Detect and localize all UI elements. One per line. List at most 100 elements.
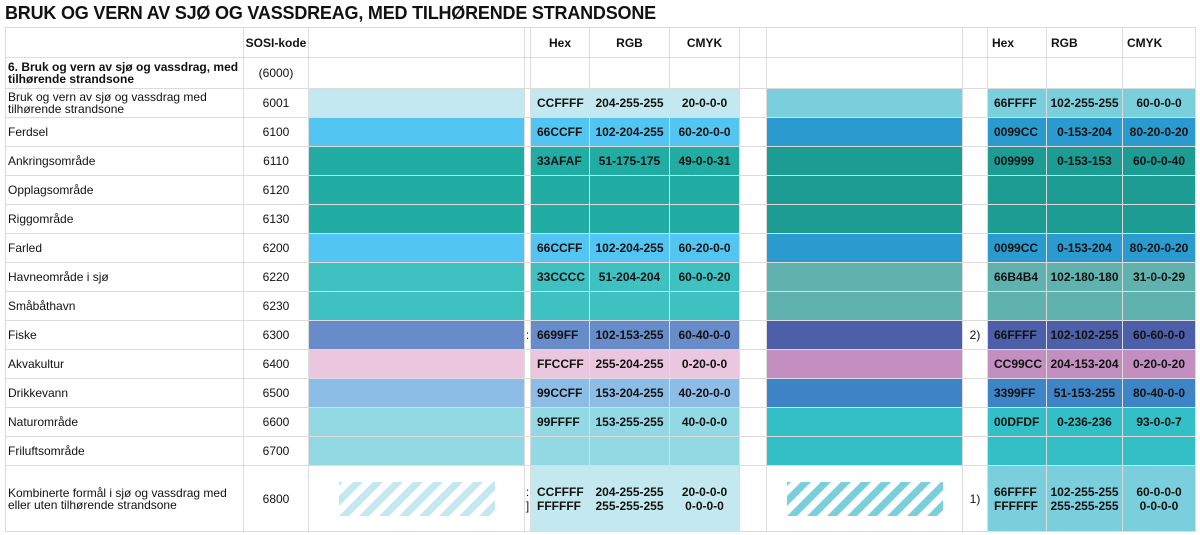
note-mark-2 — [962, 88, 988, 118]
cmyk-value-2 — [1122, 175, 1196, 205]
sosi-code: 6230 — [243, 291, 309, 321]
color-swatch-2 — [766, 407, 963, 437]
row-name: Naturområde — [5, 407, 244, 437]
note-a: : — [525, 484, 530, 499]
table-row: Naturområde 6600 99FFFF 153-255-255 40-0-0-0… — [5, 407, 1196, 437]
hatch-stripe — [846, 481, 891, 516]
spacer-cell — [739, 262, 767, 292]
row-name: Drikkevann — [5, 378, 244, 408]
rgb-value-2: 0-153-153 — [1046, 146, 1123, 176]
hatch-stripe — [398, 481, 443, 516]
spacer-cell — [739, 407, 767, 437]
color-swatch — [308, 262, 525, 292]
value-line-2: 255-255-255 — [595, 498, 664, 513]
color-swatch — [308, 175, 525, 205]
rgb-value — [589, 175, 670, 205]
cmyk-value-2: 60-0-0-40 — [1122, 146, 1196, 176]
hex-value-2 — [987, 436, 1047, 466]
cmyk-value: 60-0-0-20 — [669, 262, 740, 292]
row-name: Ankringsområde — [5, 146, 244, 176]
table-row: Opplagsområde 6120 — [5, 175, 1196, 205]
row-name: Farled — [5, 233, 244, 263]
hatch-pattern — [786, 481, 943, 516]
table-row: Ankringsområde 6110 33AFAF 51-175-175 49-0-0… — [5, 146, 1196, 176]
sosi-header: SOSI-kode — [243, 27, 309, 58]
hatch-stripe — [378, 481, 423, 516]
spacer-cell — [739, 378, 767, 408]
hex-value-2 — [987, 204, 1047, 234]
hatch-stripe — [458, 481, 495, 516]
hatch-stripe — [806, 481, 851, 516]
hex-value: 66CCFF — [530, 233, 590, 263]
value-line-1: 60-0-0-0 — [1136, 484, 1182, 499]
color-swatch-2 — [766, 146, 963, 176]
hex-value-2: 3399FF — [987, 378, 1047, 408]
row-name: Bruk og vern av sjø og vassdrag med tilh… — [5, 88, 244, 118]
color-swatch — [308, 407, 525, 437]
row-name: Fiske — [5, 320, 244, 350]
value-line-2: FFFFFF — [537, 498, 581, 513]
table-row: Friluftsområde 6700 — [5, 436, 1196, 466]
rgb-value — [589, 204, 670, 234]
color-swatch-2 — [766, 291, 963, 321]
sosi-code: 6500 — [243, 378, 309, 408]
hatch-stripe — [786, 481, 811, 506]
rgb-value-2: 204-153-204 — [1046, 349, 1123, 379]
note-mark-2 — [962, 291, 988, 321]
hex-value — [530, 436, 590, 466]
hex-value-2: 0099CC — [987, 117, 1047, 147]
cmyk-value: 60-40-0-0 — [669, 320, 740, 350]
rgb-value-2: 102-255-255 255-255-255 — [1046, 465, 1123, 532]
color-swatch-2 — [766, 262, 963, 292]
spacer-cell — [739, 349, 767, 379]
hatch-swatch-2 — [766, 465, 963, 532]
hatch-stripe — [358, 481, 403, 516]
row-name: Ferdsel — [5, 117, 244, 147]
color-swatch — [308, 146, 525, 176]
rgb-value-2: 102-255-255 — [1046, 88, 1123, 118]
row-name: Havneområde i sjø — [5, 262, 244, 292]
value-line-1: CCFFFF — [537, 484, 584, 499]
hatch-swatch — [308, 465, 525, 532]
hex-value: 66CCFF — [530, 117, 590, 147]
rgb-value-2 — [1046, 175, 1123, 205]
rgb-value: 102-204-255 — [589, 233, 670, 263]
note-mark-2 — [962, 146, 988, 176]
color-swatch-2 — [766, 436, 963, 466]
hatch-stripe — [338, 481, 363, 506]
hatch-stripe — [886, 481, 931, 516]
section-name: 6. Bruk og vern av sjø og vassdrag, med … — [5, 57, 244, 89]
rgb-value-2: 0-153-204 — [1046, 233, 1123, 263]
color-swatch-2 — [766, 117, 963, 147]
hex-value: CCFFFF — [530, 88, 590, 118]
hatch-stripe — [786, 481, 831, 516]
rgb-value: 102-153-255 — [589, 320, 670, 350]
cmyk-value-2: 60-0-0-0 0-0-0-0 — [1122, 465, 1196, 532]
rgb-value: 153-255-255 — [589, 407, 670, 437]
hex-value — [530, 204, 590, 234]
hex-value: 99FFFF — [530, 407, 590, 437]
hatch-stripe — [338, 481, 343, 486]
cmyk-value: 40-0-0-0 — [669, 407, 740, 437]
spacer-cell — [739, 146, 767, 176]
sosi-code: 6800 — [243, 465, 309, 532]
color-swatch — [308, 291, 525, 321]
cmyk-value-2: 0-20-0-20 — [1122, 349, 1196, 379]
spacer-cell — [739, 233, 767, 263]
page-title: BRUK OG VERN AV SJØ OG VASSDREAG, MED TI… — [5, 3, 656, 23]
hex-value: 33CCCC — [530, 262, 590, 292]
rgb-value-2: 102-102-255 — [1046, 320, 1123, 350]
color-swatch — [308, 233, 525, 263]
spacer-cell — [739, 88, 767, 118]
color-table: SOSI-kode Hex RGB CMYK Hex RGB CMYK 6. B… — [5, 27, 1196, 532]
color-swatch — [308, 349, 525, 379]
cmyk-value-2: 80-20-0-20 — [1122, 117, 1196, 147]
cmyk-value-2: 80-20-0-20 — [1122, 233, 1196, 263]
color-swatch — [308, 320, 525, 350]
hex-value: 6699FF — [530, 320, 590, 350]
spacer-cell — [739, 291, 767, 321]
rgb-value — [589, 436, 670, 466]
section-row: 6. Bruk og vern av sjø og vassdrag, med … — [5, 57, 1196, 89]
row-name: Opplagsområde — [5, 175, 244, 205]
cmyk-value-2: 93-0-0-7 — [1122, 407, 1196, 437]
